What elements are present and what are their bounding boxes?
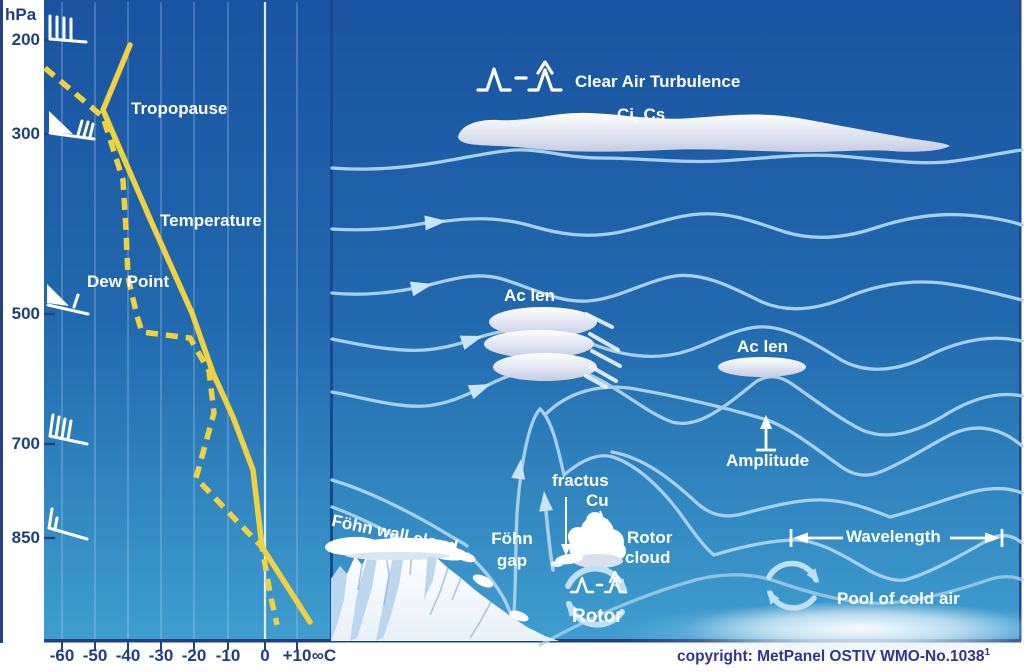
temp-tick--30: -30 [148, 646, 174, 665]
temp-tick-+10: +10 [282, 646, 312, 665]
fractus-arrow [561, 497, 571, 556]
lee-fractus-blob-1 [472, 574, 494, 588]
arrowhead [409, 281, 433, 297]
lee-fractus-blob-2 [509, 610, 529, 622]
cu-arrow [599, 510, 608, 531]
wind-barb-700 [48, 413, 89, 446]
severe-turbulence-hat-icon [536, 60, 554, 75]
wind-barb-500 [46, 284, 90, 316]
streamline-5 [330, 365, 1024, 437]
severe-turbulence-hat-icon [608, 570, 622, 584]
temp-tick--60: -60 [49, 646, 75, 665]
fractus-label: fractus [552, 471, 609, 490]
fohn-gap-updraft-arrowhead [511, 459, 526, 480]
rotor-cloud-label-line2: cloud [625, 548, 671, 567]
cold-pool-arrowhead [806, 568, 819, 583]
pressure-label-850: 850 [11, 528, 40, 547]
temp-axis-unit: ∞C [311, 646, 337, 665]
streamline-3 [330, 273, 1024, 311]
pool-of-cold-air-label: Pool of cold air [837, 589, 960, 608]
amplitude-arrow [756, 415, 776, 452]
rotor-cloud [568, 512, 626, 568]
rotor-cat-symbols [569, 570, 628, 594]
moderate-turbulence-icon [476, 67, 512, 92]
fohn-wall-cloud [325, 536, 476, 563]
wavelength-label: Wavelength [846, 527, 941, 546]
ci-cs-label: Ci, Cs [617, 105, 666, 124]
fohn-gap-label-line2: gap [496, 551, 528, 570]
streamline-mid-low [610, 450, 1024, 519]
moderate-turbulence-icon [569, 576, 595, 594]
left-border [0, 0, 3, 643]
tropopause-label: Tropopause [131, 99, 228, 118]
temp-tick--10: -10 [215, 646, 241, 665]
clear-air-turbulence-label: Clear Air Turbulence [575, 72, 741, 91]
streamlines [330, 148, 1024, 647]
mountain [331, 544, 559, 641]
ac-len-upper-label: Ac len [504, 286, 556, 305]
pressure-label-300: 300 [11, 124, 40, 143]
cat-symbols [476, 60, 563, 92]
wind-barb-850 [47, 507, 89, 541]
temperature-label: Temperature [160, 211, 262, 230]
rotor-label: Rotor [572, 606, 623, 627]
cu-label: Cu [586, 491, 609, 510]
fractus-cloud [551, 553, 583, 567]
dew-point-label: Dew Point [87, 272, 170, 291]
wavelength-dimension [789, 529, 1004, 547]
temperature-curve [100, 42, 313, 625]
ac-len-cloud-stack [484, 307, 622, 389]
ac-len-right-label: Ac len [737, 337, 789, 356]
ac-len-cloud-right [718, 357, 806, 377]
dew-point-curve [43, 65, 280, 626]
fohn-gap-label-line1: Föhn [491, 529, 533, 548]
copyright-footnote-marker: 1 [984, 647, 991, 658]
right-border [1019, 0, 1022, 641]
temp-tick-0: 0 [260, 646, 270, 665]
copyright-main: copyright: MetPanel OSTIV WMO-No.1038 [677, 648, 985, 666]
pressure-label-700: 700 [11, 434, 40, 453]
wind-barb-200 [48, 14, 88, 44]
panel-divider [330, 0, 333, 641]
wind-barbs [46, 14, 96, 541]
wind-barb-300 [48, 111, 96, 141]
arrowhead [467, 384, 491, 400]
arrowhead [459, 335, 483, 350]
pressure-label-500: 500 [11, 304, 40, 323]
copyright-text: copyright: MetPanel OSTIV WMO-No.10381 [677, 644, 990, 666]
rotor-arrowhead [566, 601, 580, 617]
streamline-amplitude [544, 385, 1024, 477]
cold-pool-glow-outer [620, 602, 1024, 662]
streamline-1 [330, 148, 1024, 171]
ci-cs-cloud [458, 112, 950, 153]
streamline-fohn-gap-rotor [466, 406, 1024, 623]
sounding-panel-bg [44, 0, 330, 641]
pressure-axis-unit: hPa [5, 5, 37, 24]
temp-tick--50: -50 [82, 646, 108, 665]
fohn-gap-updraft-arrowhead [539, 491, 554, 512]
arrowhead [424, 215, 447, 231]
streamline-to-wall-cloud-1 [330, 478, 469, 548]
rotor-cloud-label-line1: Rotor [627, 528, 673, 547]
streamline-arrowheads [409, 215, 554, 512]
severe-turbulence-icon [603, 576, 628, 594]
streamline-low [538, 573, 1024, 647]
amplitude-label: Amplitude [726, 451, 810, 470]
severe-turbulence-icon [527, 68, 563, 92]
temp-tick--20: -20 [181, 646, 207, 665]
pressure-label-200: 200 [11, 30, 40, 49]
temperature-axis-ticks [61, 641, 298, 650]
rotor-arrowhead [613, 578, 627, 594]
temp-tick--40: -40 [115, 646, 141, 665]
streamline-4 [330, 325, 1024, 371]
cold-pool-arrowhead [767, 590, 780, 605]
